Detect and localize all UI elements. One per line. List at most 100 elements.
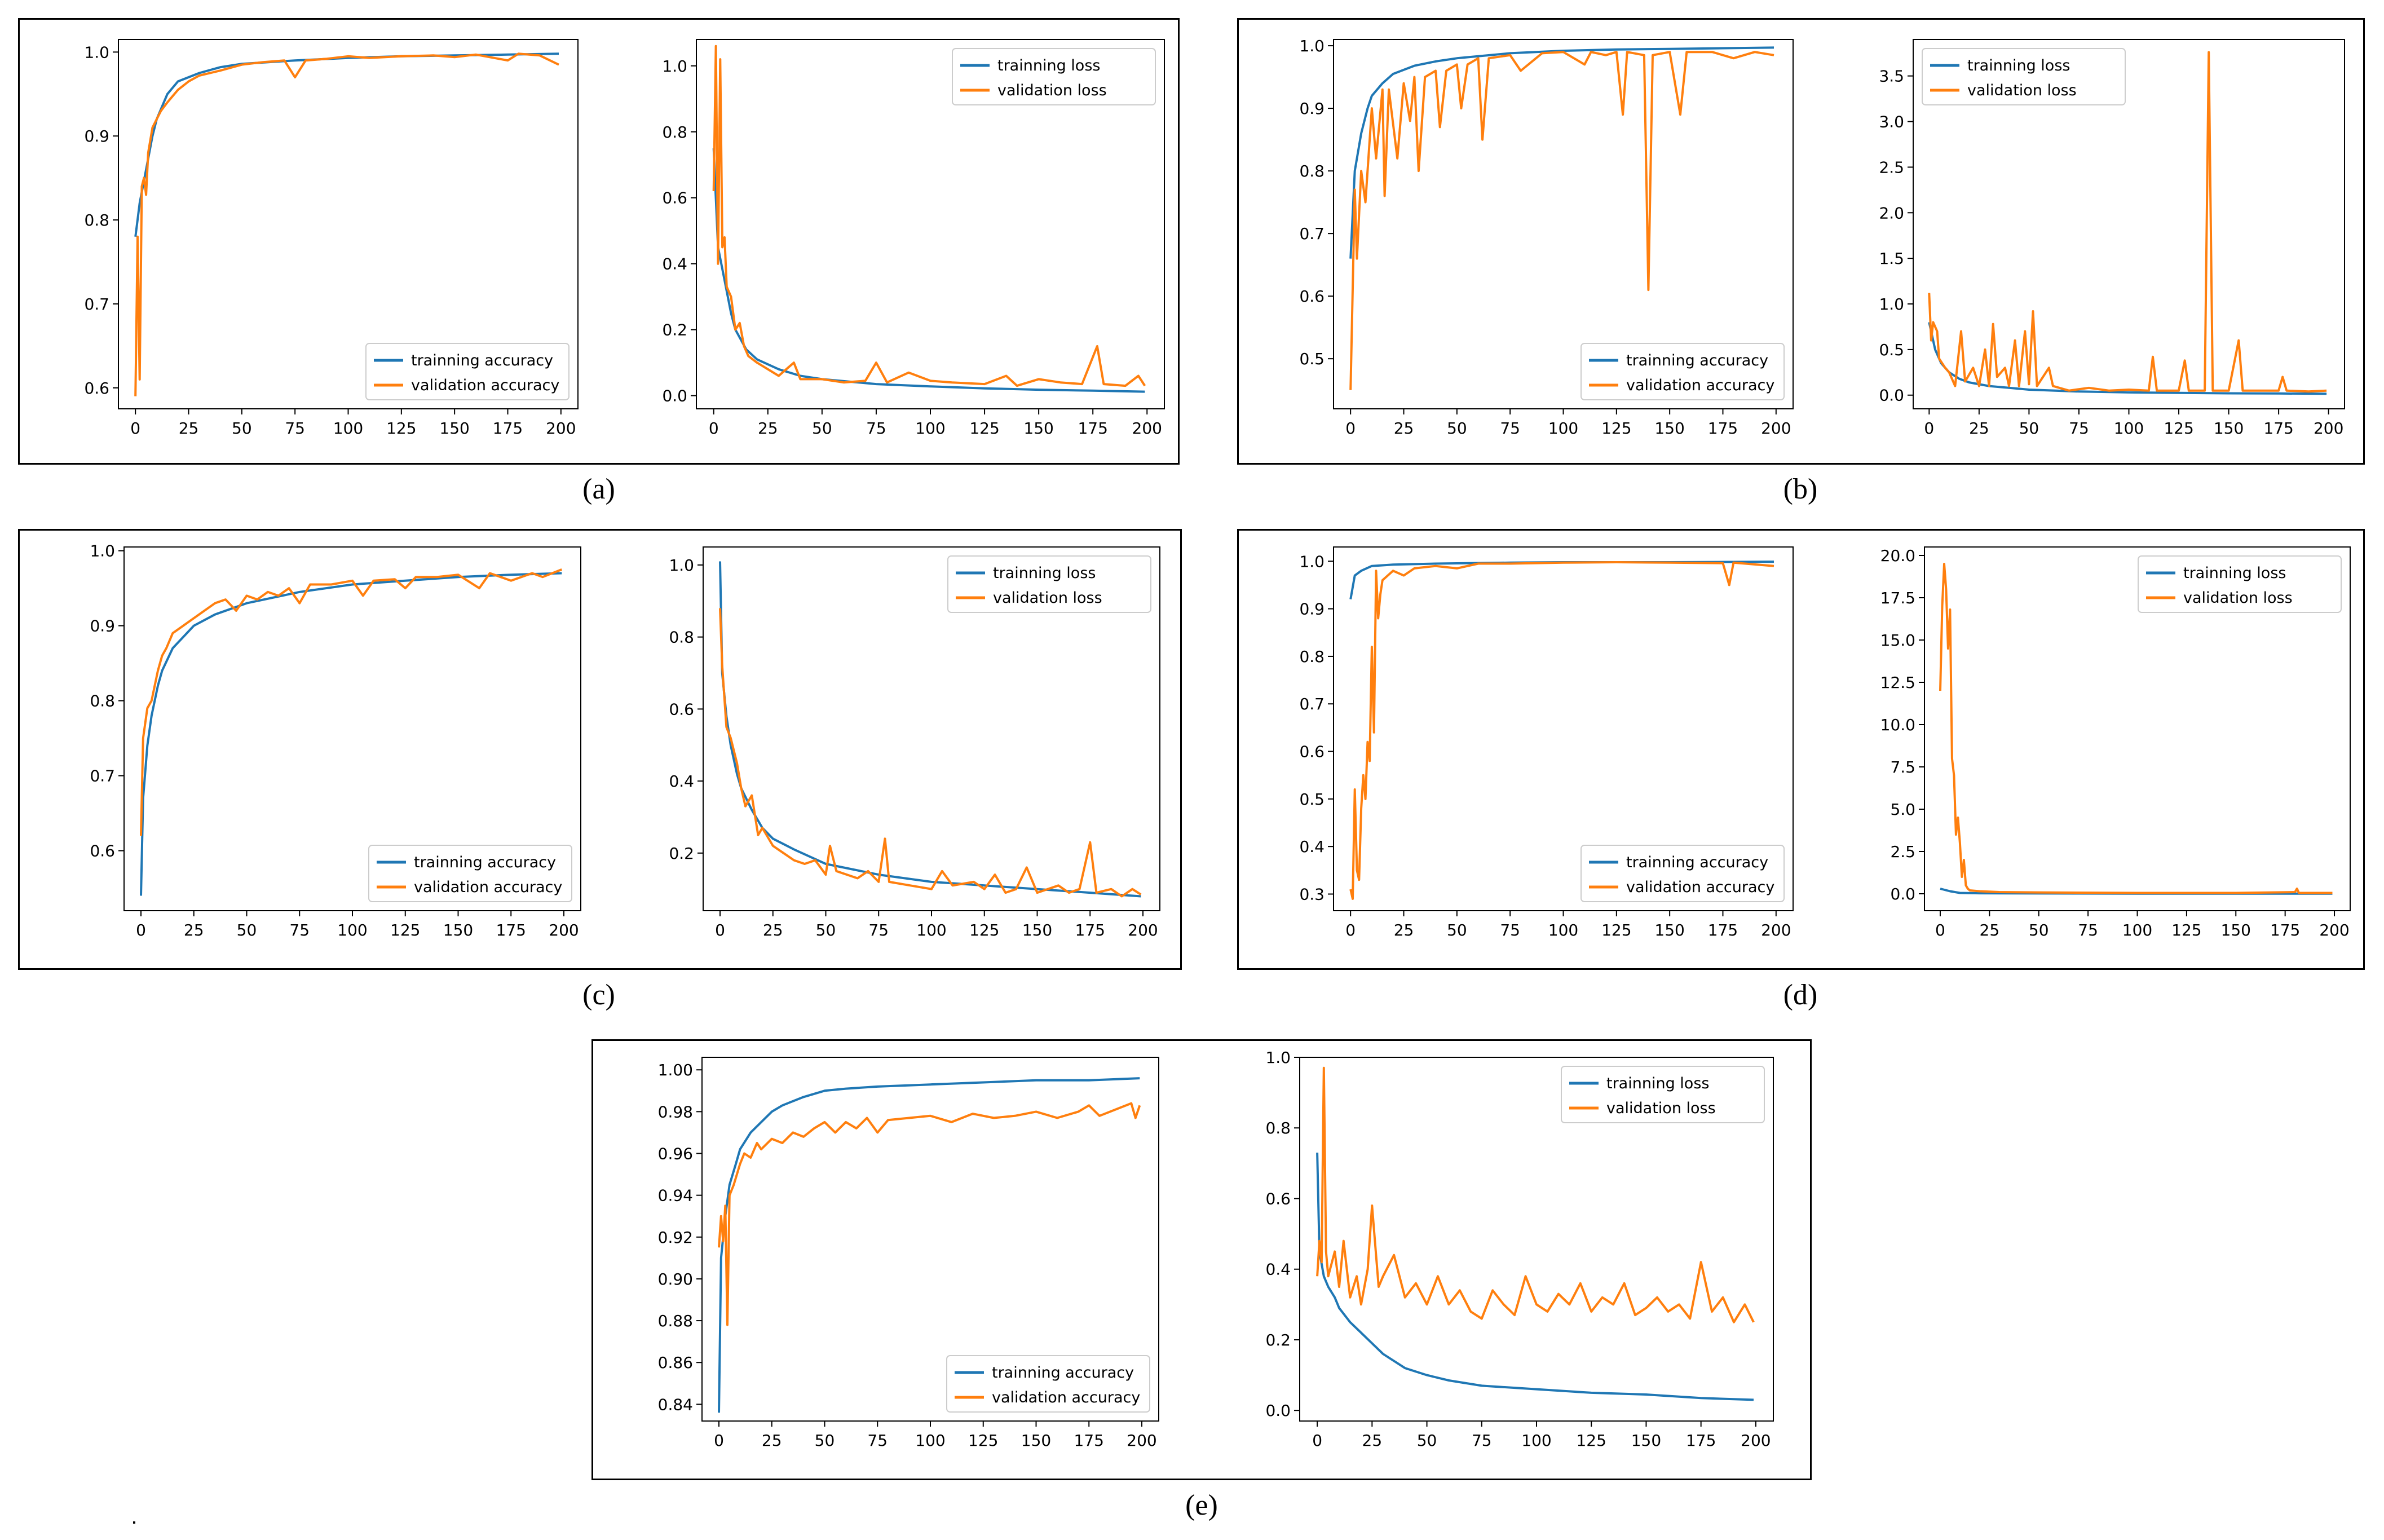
stray-dot-mark: [133, 1521, 135, 1524]
chart-c-loss-xtick-label: 150: [1022, 921, 1052, 939]
chart-d-loss-ytick-label: 12.5: [1880, 673, 1915, 692]
chart-e-acc-ytick-label: 1.00: [658, 1061, 693, 1079]
chart-d-acc-xtick-label: 25: [1394, 921, 1414, 939]
chart-d-acc-series-validation-line: [1349, 561, 1774, 900]
chart-d-acc-ytick-label: 0.8: [1299, 647, 1325, 666]
chart-b-acc-ytick-label: 0.5: [1299, 350, 1325, 368]
chart-a-acc-legend-label-validation: validation accuracy: [411, 377, 559, 394]
chart-d-acc-ytick-label: 0.5: [1299, 790, 1325, 809]
chart-d-acc-xtick-label: 175: [1708, 921, 1738, 939]
chart-b-loss: 0 25 50 75 100 125 150 175 200 0.0 0.5 1.0 1.5 2.0 2.5…: [1879, 39, 2345, 438]
chart-d-loss-ytick-label: 2.5: [1890, 842, 1915, 861]
chart-e-acc-xtick-label: 50: [815, 1431, 835, 1450]
chart-d-loss-xtick-label: 125: [2171, 921, 2201, 939]
chart-d-acc-legend: trainning accuracy validation accuracy: [1580, 845, 1785, 902]
chart-e-loss-ytick-label: 1.0: [1265, 1048, 1291, 1067]
chart-e-loss-xtick-label: 200: [1741, 1431, 1771, 1450]
chart-a-loss-ytick-label: 0.2: [662, 321, 687, 339]
chart-b-loss-ytick-label: 2.0: [1879, 204, 1904, 222]
chart-b-loss-xtick-label: 0: [1924, 419, 1934, 438]
chart-c-loss-xtick-label: 100: [916, 921, 946, 939]
chart-c-loss-xtick-label: 0: [715, 921, 725, 939]
chart-e-loss-xtick-label: 75: [1472, 1431, 1492, 1450]
chart-b-loss-ytick-label: 2.5: [1879, 158, 1904, 176]
chart-a-loss-xtick-label: 0: [709, 419, 719, 438]
chart-e-acc-legend-label-training: trainning accuracy: [992, 1364, 1134, 1382]
chart-c-acc-series-validation-line: [140, 568, 563, 836]
chart-e-loss-ytick-label: 0.8: [1265, 1119, 1291, 1137]
caption-c: (c): [582, 979, 615, 1011]
chart-e-acc-series-training-line: [718, 1077, 1140, 1413]
chart-a-acc-ytick-label: 0.7: [84, 295, 109, 314]
chart-d-acc-ytick-label: 1.0: [1299, 552, 1325, 571]
chart-c-loss-ytick-label: 0.6: [669, 700, 694, 718]
chart-e-loss-series-validation-line: [1316, 1066, 1755, 1323]
chart-d-loss-ytick-label: 15.0: [1880, 631, 1915, 650]
chart-c-loss: 0 25 50 75 100 125 150 175 200 0.2 0.4 0.6 0.8 1.0 tra…: [669, 546, 1160, 939]
chart-e-loss-ytick-label: 0.4: [1265, 1260, 1291, 1279]
chart-b-acc-legend: trainning accuracy validation accuracy: [1580, 343, 1785, 400]
chart-b-loss-xtick-label: 150: [2214, 419, 2244, 438]
chart-d-accuracy: 0 25 50 75 100 125 150 175 200 0.3 0.4 0.5 0.6 0.7 0.8…: [1299, 546, 1794, 939]
chart-c-acc-xtick-label: 75: [289, 921, 310, 939]
chart-d-loss: 0 25 50 75 100 125 150 175 200 0.0 2.5 5.0 7.5 10.0 12…: [1880, 546, 2351, 939]
caption-e: (e): [1185, 1489, 1218, 1521]
chart-c-acc-ytick-label: 0.7: [90, 767, 115, 786]
chart-e-loss-legend-box: [1561, 1066, 1765, 1123]
chart-c-acc-xtick-label: 125: [390, 921, 420, 939]
chart-d-loss-series-validation-line: [1939, 563, 2333, 894]
chart-e-acc-legend-box: [946, 1355, 1150, 1413]
chart-a-loss-series-training-line: [712, 148, 1145, 393]
chart-a-loss-xtick-label: 175: [1078, 419, 1107, 438]
chart-b-loss-legend: trainning loss validation loss: [1922, 48, 2126, 105]
chart-c-loss-xtick-label: 125: [969, 921, 999, 939]
chart-b-acc-xtick-label: 175: [1708, 419, 1738, 438]
chart-a-loss-xtick-label: 150: [1023, 419, 1053, 438]
chart-c-acc-legend-box: [368, 845, 572, 902]
chart-e-loss-xtick-label: 125: [1576, 1431, 1606, 1450]
chart-b-acc-ytick-label: 1.0: [1299, 37, 1325, 55]
chart-e-loss-xtick-label: 175: [1686, 1431, 1716, 1450]
chart-c-loss-ytick-label: 0.4: [669, 772, 694, 791]
chart-e-acc-ytick-label: 0.84: [658, 1395, 693, 1414]
chart-a-loss-ytick-label: 1.0: [662, 57, 687, 76]
chart-b-loss-legend-label-training: trainning loss: [1967, 57, 2070, 74]
chart-e-acc-series-validation-line: [718, 1102, 1141, 1326]
chart-c-loss-legend: trainning loss validation loss: [947, 555, 1151, 613]
chart-d-loss-legend-box: [2138, 555, 2342, 613]
chart-b-loss-legend-box: [1922, 48, 2126, 105]
chart-b-loss-xtick-label: 175: [2263, 419, 2293, 438]
chart-c-loss-ytick-label: 0.2: [669, 844, 694, 863]
chart-a-loss-xtick-label: 25: [758, 419, 778, 438]
chart-a-acc-xtick-label: 0: [130, 419, 140, 438]
chart-b-loss-xtick-label: 50: [2019, 419, 2039, 438]
chart-c-acc-xtick-label: 200: [549, 921, 579, 939]
chart-c-accuracy: 0 25 50 75 100 125 150 175 200 0.6 0.7 0.8 0.9 1.0 tra…: [90, 542, 581, 939]
chart-a-loss-ytick-label: 0.6: [662, 189, 687, 208]
chart-d-loss-xtick-label: 0: [1935, 921, 1945, 939]
chart-b-acc-series-training-line: [1349, 46, 1774, 259]
chart-d-acc-xtick-label: 0: [1345, 921, 1356, 939]
chart-d-loss-ytick-label: 10.0: [1880, 716, 1915, 734]
chart-c-acc-xtick-label: 100: [337, 921, 367, 939]
caption-b: (b): [1783, 473, 1818, 505]
chart-e-acc-ytick-label: 0.88: [658, 1312, 693, 1330]
chart-b-loss-ytick-label: 0.5: [1879, 341, 1904, 359]
chart-a-acc-xtick-label: 25: [179, 419, 199, 438]
chart-a-loss-ytick-label: 0.0: [662, 387, 687, 405]
chart-a-acc-xtick-label: 175: [493, 419, 523, 438]
chart-c-acc-xtick-label: 50: [237, 921, 257, 939]
chart-c-acc-xtick-label: 150: [443, 921, 473, 939]
chart-b-acc-ytick-label: 0.8: [1299, 162, 1325, 180]
chart-a-accuracy: 0 25 50 75 100 125 150 175 200 0.6 0.7 0.8 0.9 1.0 tra…: [84, 39, 579, 438]
chart-e-loss-xtick-label: 100: [1521, 1431, 1551, 1450]
chart-b-acc-xtick-label: 25: [1394, 419, 1414, 438]
chart-e-acc-xtick-label: 75: [867, 1431, 888, 1450]
chart-d-acc-legend-label-training: trainning accuracy: [1626, 854, 1768, 871]
chart-a-loss-xtick-label: 75: [866, 419, 886, 438]
chart-e-acc-xtick-label: 150: [1021, 1431, 1051, 1450]
chart-b-acc-xtick-label: 150: [1654, 419, 1684, 438]
chart-b-acc-legend-box: [1580, 343, 1785, 400]
chart-a-acc-legend-box: [365, 343, 569, 400]
chart-e-loss-ytick-label: 0.6: [1265, 1189, 1291, 1208]
